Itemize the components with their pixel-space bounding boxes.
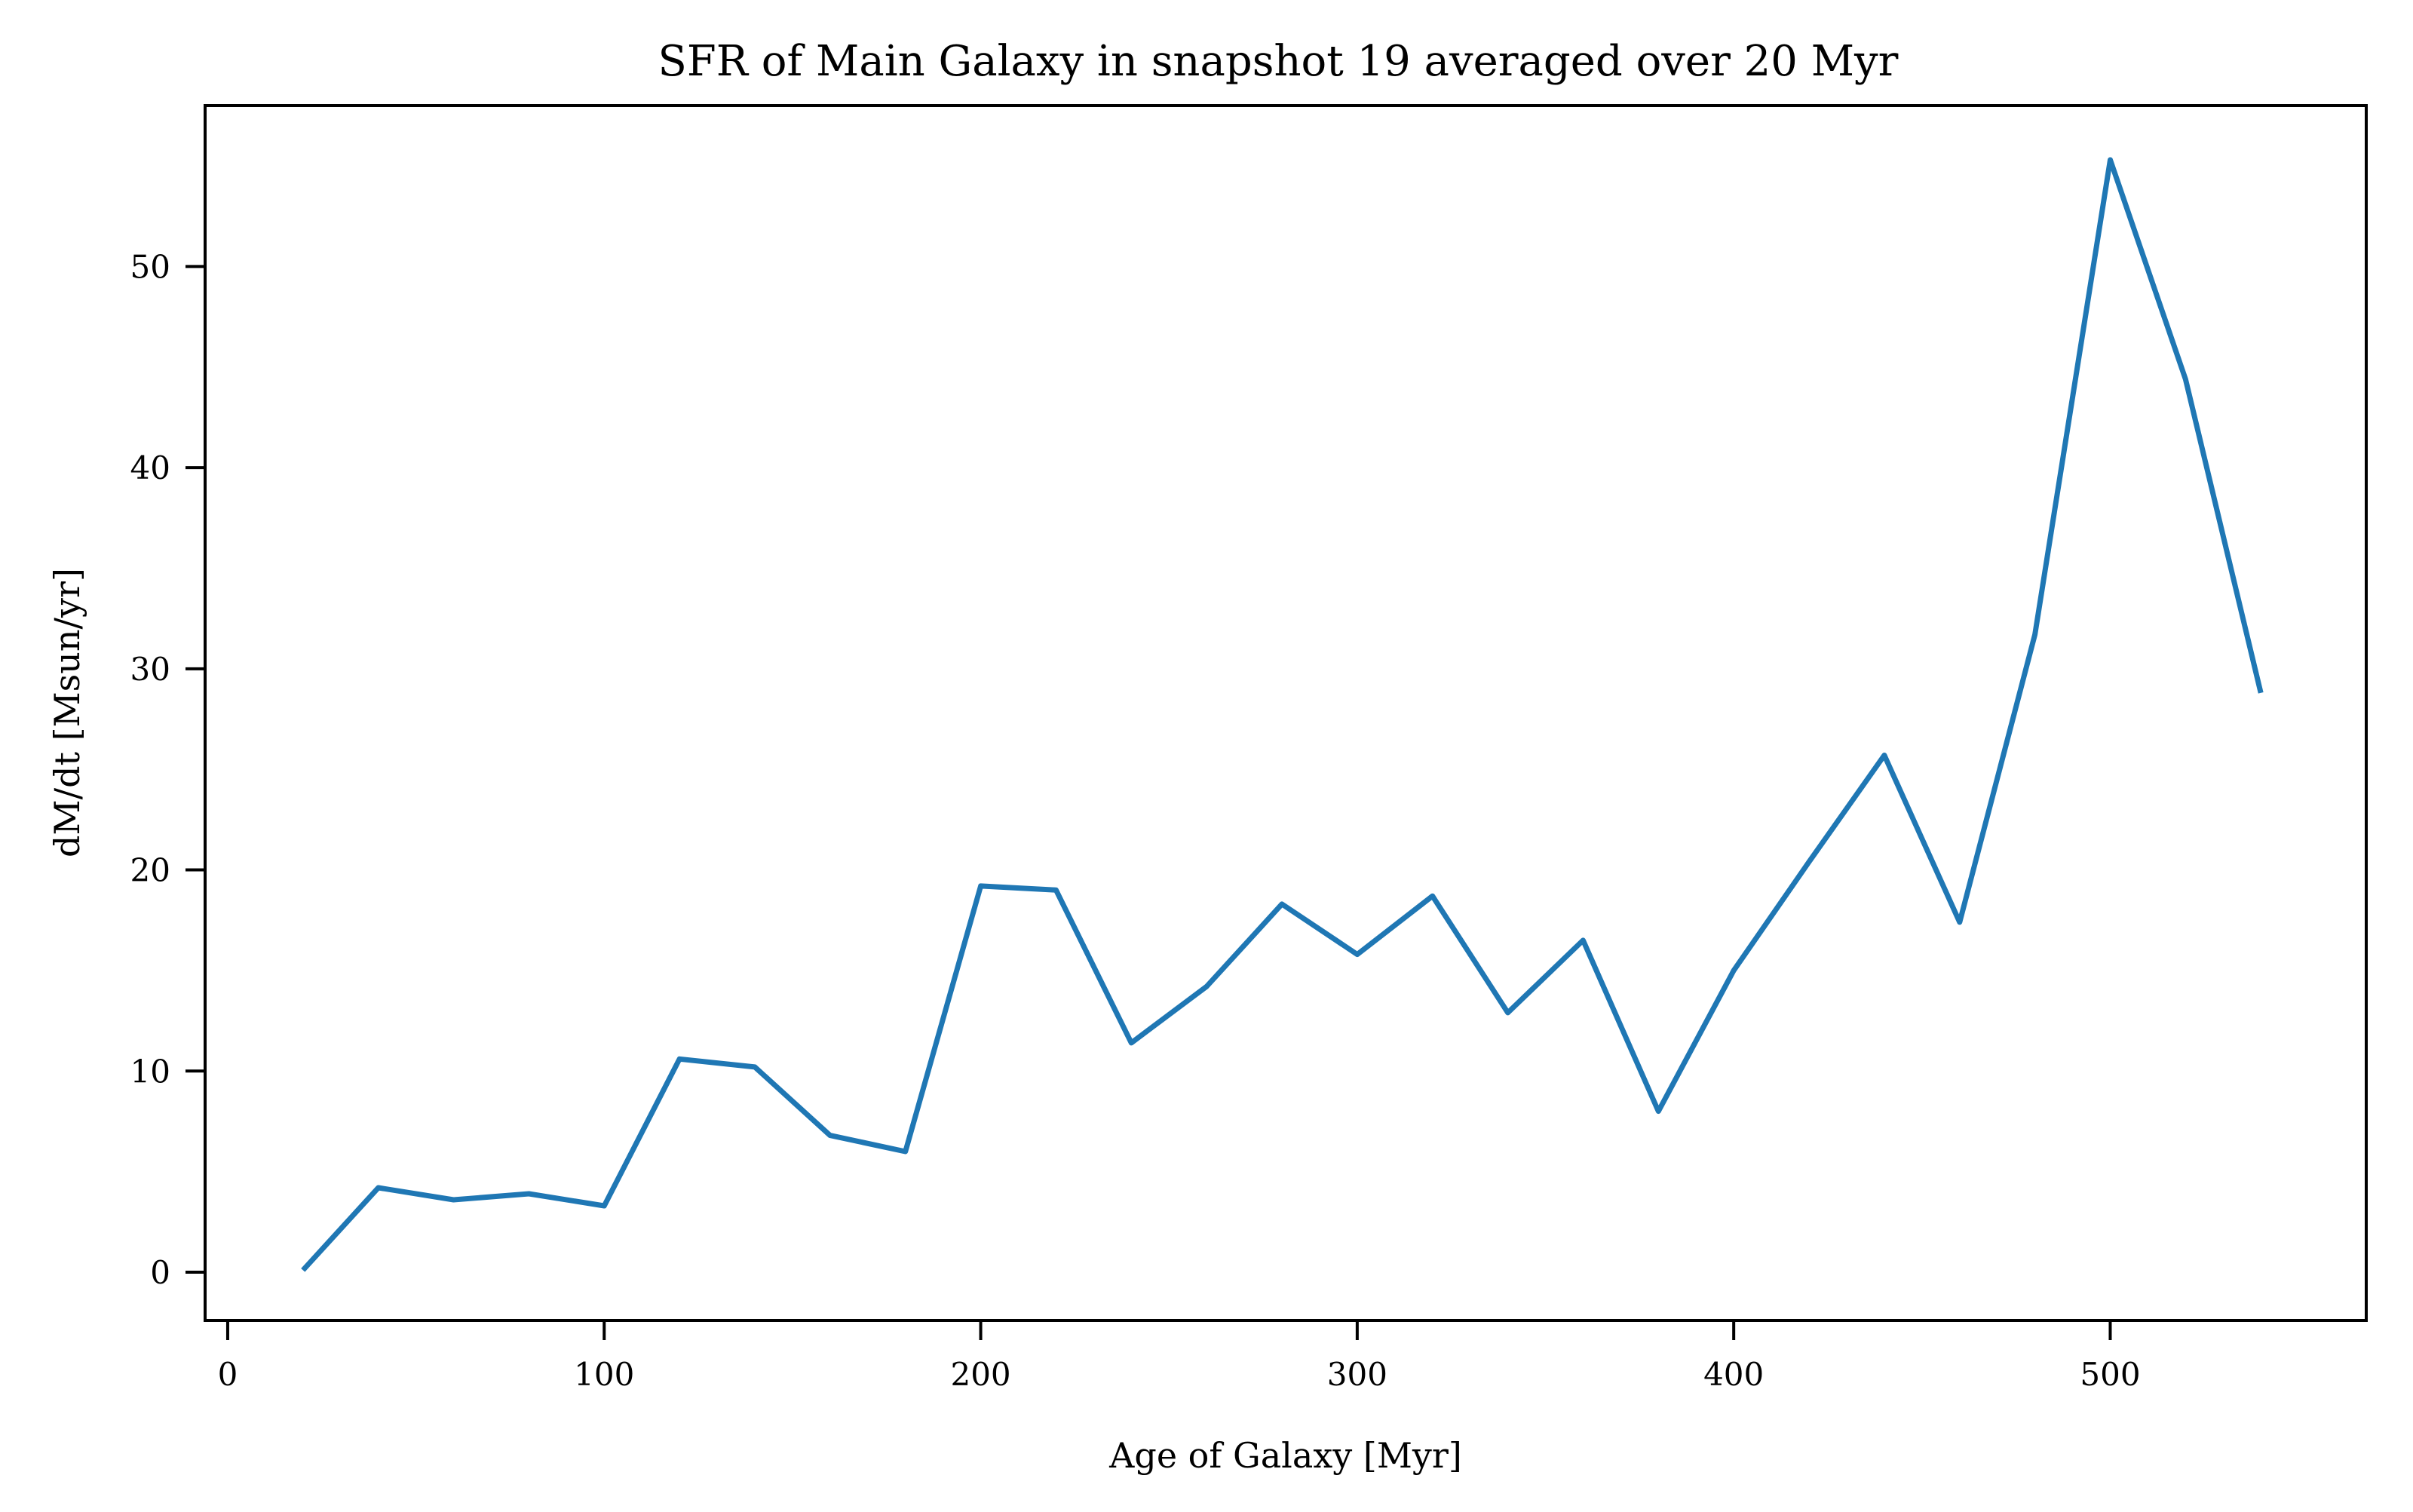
y-axis-label: dM/dt [Msun/yr] [47, 568, 87, 857]
x-tick-label: 100 [574, 1356, 634, 1393]
series-line-0 [301, 157, 2264, 1272]
y-tick-label: 20 [130, 852, 170, 889]
x-tick-label: 300 [1327, 1356, 1387, 1393]
y-axis: 0 10 20 30 40 50 [130, 248, 205, 1291]
x-tick-label: 500 [2080, 1356, 2140, 1393]
y-tick-label: 10 [130, 1053, 170, 1090]
y-tick-label: 40 [130, 449, 170, 486]
plot-frame [204, 104, 2368, 1322]
x-tick-label: 0 [218, 1356, 238, 1393]
x-tick-label: 200 [950, 1356, 1010, 1393]
x-tick-label: 400 [1703, 1356, 1764, 1393]
x-axis: 0 100 200 300 400 500 [218, 1320, 2141, 1393]
x-axis-label: Age of Galaxy [Myr] [1108, 1435, 1462, 1476]
y-tick-label: 30 [130, 651, 170, 688]
y-tick-label: 50 [130, 248, 170, 285]
y-tick-label: 0 [150, 1254, 170, 1291]
plot-area [301, 157, 2264, 1272]
chart-title: SFR of Main Galaxy in snapshot 19 averag… [658, 37, 1899, 86]
